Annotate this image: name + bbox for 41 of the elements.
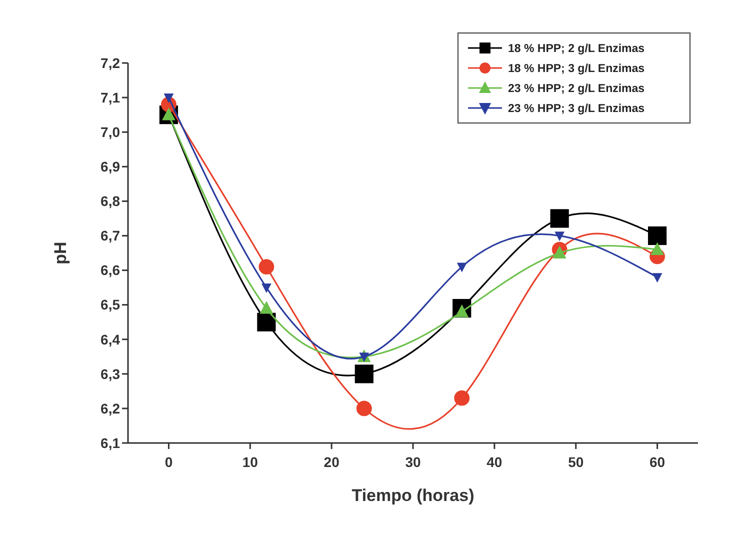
point xyxy=(257,312,276,332)
x-tick-label: 50 xyxy=(568,454,584,470)
point xyxy=(354,364,374,384)
point xyxy=(356,400,372,416)
legend-label: 18 % HPP; 2 g/L Enzimas xyxy=(508,43,645,56)
y-tick-label: 6,7 xyxy=(100,228,120,244)
point xyxy=(164,93,174,103)
x-axis-title: Tiempo (horas) xyxy=(352,486,474,505)
y-tick-label: 6,5 xyxy=(100,296,120,313)
y-tick-label: 7,1 xyxy=(100,89,120,106)
point xyxy=(554,232,565,242)
point xyxy=(550,209,569,228)
point xyxy=(650,242,664,256)
x-tick-label: 40 xyxy=(486,454,502,470)
y-tick-label: 6,8 xyxy=(100,193,120,210)
y-tick-label: 6,2 xyxy=(100,400,120,416)
point xyxy=(456,262,467,272)
point xyxy=(552,246,566,258)
x-tick-label: 20 xyxy=(324,454,340,470)
point xyxy=(260,300,274,314)
y-tick-label: 6,3 xyxy=(100,366,120,382)
y-tick-label: 6,6 xyxy=(100,262,120,278)
x-tick-label: 0 xyxy=(164,454,173,470)
x-tick-label: 10 xyxy=(242,454,258,470)
point xyxy=(359,352,370,362)
point xyxy=(454,390,470,406)
point xyxy=(652,273,662,283)
legend-label: 23 % HPP; 3 g/L Enzimas xyxy=(508,103,645,116)
legend-label: 18 % HPP; 3 g/L Enzimas xyxy=(508,63,645,76)
point xyxy=(261,283,272,293)
y-tick-label: 7,0 xyxy=(100,124,120,140)
y-tick-label: 6,4 xyxy=(100,331,120,348)
y-tick-label: 6,9 xyxy=(100,158,120,175)
y-tick-label: 7,2 xyxy=(100,54,120,71)
y-axis-title: pH xyxy=(51,242,70,264)
point xyxy=(258,259,274,275)
y-tick-label: 6,1 xyxy=(100,434,120,451)
point xyxy=(648,226,667,246)
x-tick-label: 60 xyxy=(649,454,666,470)
x-tick-label: 30 xyxy=(405,454,421,470)
legend-label: 23 % HPP; 2 g/L Enzimas xyxy=(508,83,645,96)
